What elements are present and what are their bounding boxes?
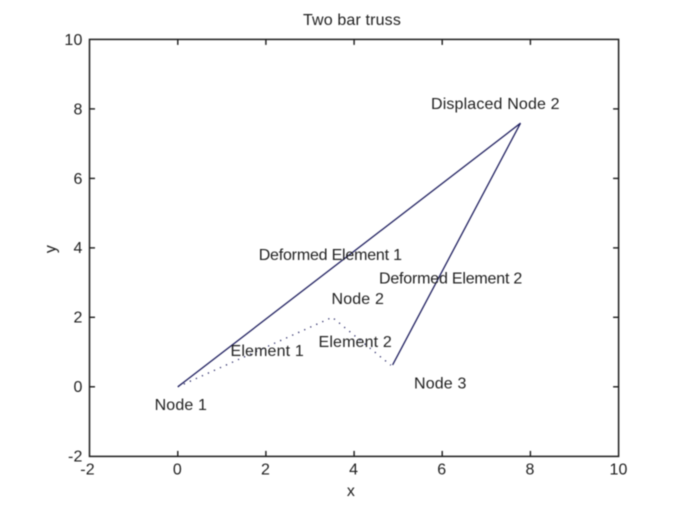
svg-text:Deformed Element 2: Deformed Element 2 — [379, 271, 522, 288]
svg-text:0: 0 — [173, 461, 182, 478]
svg-text:-2: -2 — [80, 461, 95, 478]
svg-text:Element 1: Element 1 — [231, 343, 304, 360]
svg-text:10: 10 — [609, 461, 627, 478]
svg-text:0: 0 — [73, 379, 82, 396]
svg-text:4: 4 — [349, 461, 358, 478]
svg-text:2: 2 — [73, 310, 82, 327]
svg-text:x: x — [347, 483, 355, 500]
svg-text:y: y — [43, 245, 60, 253]
svg-text:Node 3: Node 3 — [414, 375, 467, 392]
svg-text:6: 6 — [73, 171, 82, 188]
svg-text:8: 8 — [73, 101, 82, 118]
svg-text:10: 10 — [64, 32, 82, 49]
svg-text:8: 8 — [525, 461, 534, 478]
svg-text:6: 6 — [437, 461, 446, 478]
svg-text:Node 2: Node 2 — [332, 291, 385, 308]
svg-text:Deformed Element 1: Deformed Element 1 — [259, 247, 402, 264]
svg-text:-2: -2 — [68, 449, 83, 466]
svg-text:Node 1: Node 1 — [155, 397, 208, 414]
svg-text:Element 2: Element 2 — [319, 334, 392, 351]
svg-text:Two bar truss: Two bar truss — [303, 12, 401, 29]
svg-text:Displaced Node 2: Displaced Node 2 — [431, 96, 560, 113]
svg-text:2: 2 — [261, 461, 270, 478]
svg-text:4: 4 — [73, 240, 82, 257]
